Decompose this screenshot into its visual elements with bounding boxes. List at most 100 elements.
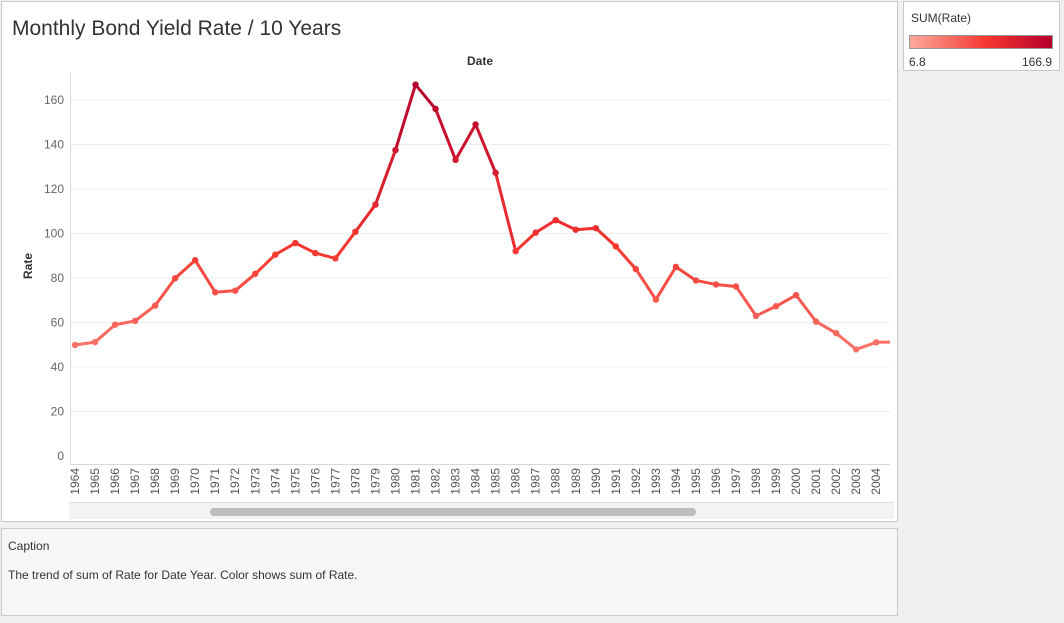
series-line-segment [113,319,137,327]
caption-text: The trend of sum of Rate for Date Year. … [8,568,358,582]
data-point [292,239,299,247]
series-line-segment [414,83,438,111]
series-line-segment [574,226,598,232]
series-line-segment [834,331,858,351]
data-point [71,341,79,349]
series-line-segment [434,107,458,162]
series-line-segment [554,218,578,232]
legend-max-label: 166.9 [1021,55,1052,69]
legend-title: SUM(Rate) [911,11,972,25]
x-tick-label: 1986 [509,468,523,495]
x-tick-label: 1984 [469,468,483,495]
data-point [712,281,720,288]
y-tick-label: 100 [44,227,64,241]
data-point [472,121,479,128]
series-line-segment [674,265,698,282]
data-point [632,265,640,273]
x-tick-label: 1999 [769,468,783,495]
y-tick-label: 80 [51,271,65,285]
line-chart: 0 20 40 60 80 100 120 140 160 Date Rate 1964 1965 196… [21,54,891,495]
x-tick-label: 1970 [188,468,202,495]
caption-title: Caption [8,539,50,553]
data-point [392,146,399,154]
x-tick-label: 1995 [689,468,703,495]
data-point [672,263,680,271]
chart-title: Monthly Bond Yield Rate / 10 Years [12,17,342,40]
series-line-segment [353,203,377,234]
data-point [572,226,579,233]
x-tick-label: 1971 [208,468,222,495]
x-tick-label: 1998 [749,468,763,495]
x-tick-label: 2004 [869,468,883,495]
series-line-segment [514,231,538,253]
legend-color-ramp [909,35,1053,49]
data-point [532,229,539,236]
data-point [111,321,119,328]
data-point [412,81,419,88]
data-point [332,255,339,262]
series-line-segment [293,241,317,255]
x-tick-label: 2003 [849,468,863,495]
data-point [212,289,219,296]
x-tick-label: 1981 [409,468,423,495]
x-tick-label: 1989 [569,468,583,495]
series-line-segment [373,148,397,207]
series-line-segment [474,122,498,175]
x-tick-label: 1996 [709,468,723,495]
series-line-segment [393,83,418,152]
data-point [272,251,279,258]
series-line-segment [774,293,798,308]
data-point [352,228,359,235]
x-tick-label: 1968 [148,468,162,495]
x-tick-label: 1991 [609,468,623,495]
chart-panel: Monthly Bond Yield Rate / 10 Years 0 20 40… [1,1,898,522]
horizontal-scrollbar[interactable] [69,502,894,519]
data-point [312,249,319,257]
data-point [852,346,860,353]
x-tick-label: 1985 [489,468,503,495]
series-line-segment [273,241,297,257]
data-point [171,275,179,282]
series-line-segment [634,267,658,302]
x-tick-label: 1979 [368,468,382,495]
x-tick-label: 1967 [128,468,142,495]
data-point [612,243,620,250]
series-line-segment [133,304,157,323]
series-line-segment [213,289,237,294]
data-point [792,291,800,299]
data-point [492,169,499,176]
x-tick-label: 1972 [228,468,242,495]
data-point [91,338,99,346]
caption-panel: Caption The trend of sum of Rate for Dat… [1,528,898,616]
y-tick-label: 140 [44,138,64,152]
x-tick-label: 1983 [449,468,463,495]
data-point [652,296,660,303]
x-tick-label: 1975 [288,468,302,495]
scrollbar-thumb[interactable] [210,508,696,516]
data-point [191,257,199,264]
x-tick-label: 1990 [589,468,603,495]
data-point [832,329,840,337]
data-point [432,105,439,113]
series-line-segment [534,218,558,235]
x-tick-label: 1993 [649,468,663,495]
series-line-segment [734,284,758,318]
x-tick-label: 1964 [68,468,82,495]
color-legend: SUM(Rate) 6.8 166.9 [903,1,1060,71]
x-tick-label: 1977 [328,468,342,495]
series-line-segment [333,230,357,260]
y-tick-label: 160 [44,93,64,107]
x-tick-label: 1966 [108,468,122,495]
y-tick-label: 120 [44,182,64,196]
data-point [692,277,700,284]
data-point [752,312,760,320]
x-tick-label: 1965 [88,468,102,495]
x-tick-label: 1988 [549,468,563,495]
series-line-segment [794,293,818,324]
series-line-segment [614,244,638,271]
x-axis-title: Date [467,54,493,68]
series-line-segment [313,251,337,260]
data-point [772,303,780,310]
series-line-segment [193,258,217,294]
series-line-segment [233,272,257,293]
